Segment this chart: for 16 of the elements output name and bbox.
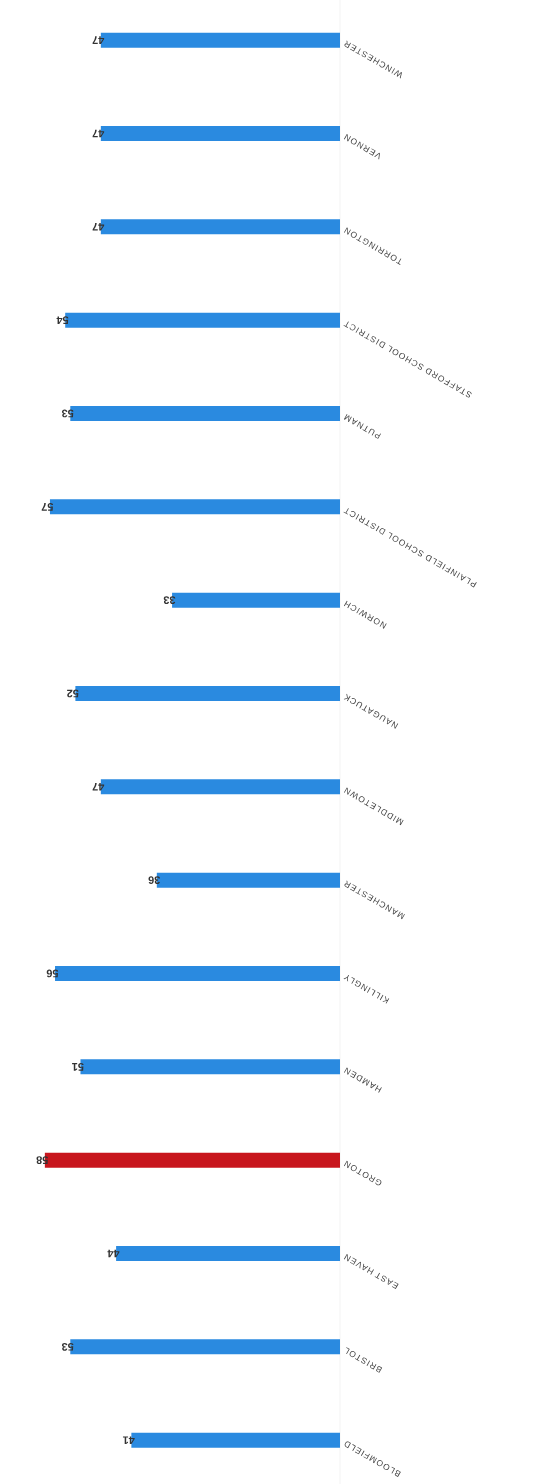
data-label: 36 — [148, 876, 161, 885]
data-label: 41 — [122, 1436, 135, 1444]
data-label: 47 — [92, 223, 105, 231]
data-label: 53 — [61, 409, 74, 418]
data-label: 57 — [41, 502, 54, 511]
data-label: 47 — [92, 36, 105, 44]
data-label: 33 — [163, 596, 176, 605]
data-label: 51 — [72, 1062, 84, 1071]
data-label: 58 — [36, 1156, 48, 1165]
data-label: 52 — [67, 689, 79, 698]
data-label: 47 — [92, 783, 105, 791]
data-label: 56 — [46, 969, 59, 978]
data-label: 54 — [56, 316, 69, 324]
data-label: 53 — [61, 1342, 74, 1351]
data-label: 47 — [92, 129, 105, 138]
data-label: 44 — [107, 1249, 120, 1258]
